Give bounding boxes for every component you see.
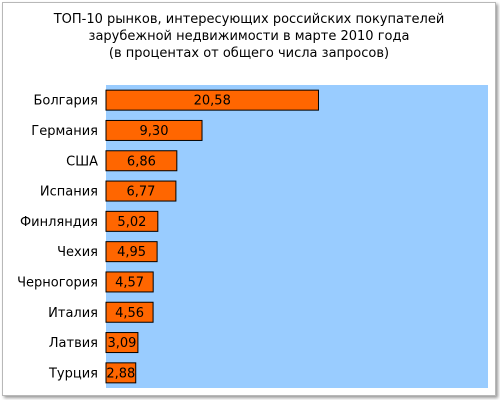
data-label: 20,58 <box>194 94 231 109</box>
chart-title: ТОП-10 рынков, интересующих российских п… <box>3 11 495 62</box>
data-label: 6,86 <box>127 154 156 169</box>
category-label: Италия <box>48 306 98 321</box>
bar <box>105 271 154 293</box>
bar <box>105 180 177 202</box>
category-label: США <box>66 154 98 169</box>
category-label: Испания <box>40 185 98 200</box>
data-label: 2,88 <box>106 366 135 381</box>
chart-title-line-2: зарубежной недвижимости в марте 2010 год… <box>88 29 410 44</box>
bar <box>105 119 203 141</box>
category-label: Германия <box>31 124 98 139</box>
bar <box>105 210 159 232</box>
category-label: Чехия <box>57 245 98 260</box>
category-label: Турция <box>48 366 98 381</box>
data-label: 3,09 <box>107 336 136 351</box>
data-label: 6,77 <box>126 185 155 200</box>
category-label: Финляндия <box>20 215 98 230</box>
bar <box>105 89 319 111</box>
category-label: Латвия <box>49 336 98 351</box>
data-label: 5,02 <box>117 215 146 230</box>
bar <box>105 150 178 172</box>
category-label: Болгария <box>34 94 99 109</box>
data-label: 9,30 <box>140 124 169 139</box>
category-label: Черногория <box>17 275 98 290</box>
bar <box>105 362 137 384</box>
bar <box>105 301 154 323</box>
chart-title-line-3: (в процентах от общего числа запросов) <box>108 46 390 61</box>
bar <box>105 241 158 263</box>
data-label: 4,56 <box>115 306 144 321</box>
data-label: 4,95 <box>117 245 146 260</box>
bar <box>105 332 139 354</box>
chart-title-line-1: ТОП-10 рынков, интересующих российских п… <box>53 12 445 27</box>
data-label: 4,57 <box>115 275 144 290</box>
